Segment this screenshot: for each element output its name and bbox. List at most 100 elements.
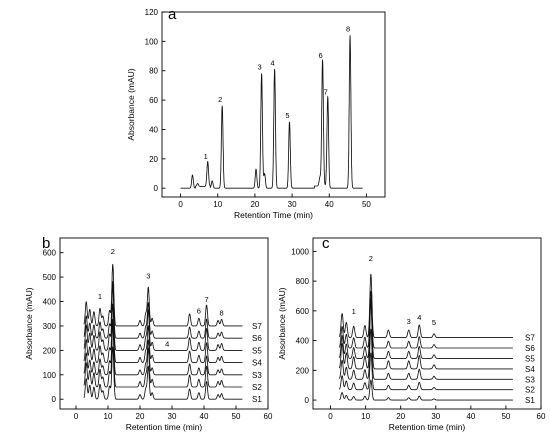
trace-S6 <box>338 290 514 349</box>
y-tick-label: 0 <box>52 395 57 404</box>
peak-label-4: 4 <box>271 58 275 67</box>
y-tick-label: 400 <box>296 337 310 346</box>
y-tick-label: 300 <box>43 322 57 331</box>
panel-b-traces: S1 S2 S3 S4 S5 S6 S7 <box>83 263 262 404</box>
x-tick-label: 20 <box>396 412 405 421</box>
x-tick-label: 20 <box>250 200 259 209</box>
y-tick-label: 500 <box>43 273 57 282</box>
x-tick-label: 50 <box>501 412 510 421</box>
panel-c-plot-frame <box>312 237 542 410</box>
x-tick-label: 40 <box>200 412 209 421</box>
chromatogram-trace <box>180 35 364 189</box>
peak-label-6: 6 <box>197 307 201 316</box>
trace-S2 <box>338 352 514 391</box>
peak-label-2: 2 <box>218 95 222 104</box>
series-label-S7: S7 <box>252 322 262 331</box>
x-tick-label: 0 <box>328 412 333 421</box>
x-tick-label: 20 <box>136 412 145 421</box>
panel-a-traces <box>180 35 364 189</box>
trace-S6 <box>83 281 243 339</box>
trace-S4 <box>338 301 514 370</box>
trace-S7 <box>83 263 243 327</box>
y-tick-label: 400 <box>43 298 57 307</box>
series-label-S5: S5 <box>252 346 262 355</box>
y-tick-label: 100 <box>43 371 57 380</box>
y-tick-label: 60 <box>149 96 158 105</box>
trace-S3 <box>338 328 514 380</box>
series-label-S7: S7 <box>525 334 535 343</box>
x-tick-label: 50 <box>362 200 371 209</box>
series-label-S6: S6 <box>525 344 535 353</box>
series-label-S4: S4 <box>252 359 262 368</box>
x-tick-label: 50 <box>232 412 241 421</box>
peak-label-5: 5 <box>432 318 436 327</box>
y-tick-label: 40 <box>149 125 158 134</box>
peak-label-2: 2 <box>111 247 115 256</box>
peak-label-1: 1 <box>352 307 356 316</box>
x-axis-label: Retention time (min) <box>389 422 466 432</box>
peak-label-3: 3 <box>146 271 150 280</box>
panel-a-peak-labels: 1 2 3 4 5 6 7 8 <box>204 24 351 161</box>
panel-b-plot-frame <box>59 237 269 410</box>
y-tick-label: 80 <box>149 67 158 76</box>
y-tick-label: 120 <box>145 8 159 17</box>
series-label-S6: S6 <box>252 334 262 343</box>
y-tick-label: 100 <box>145 37 159 46</box>
series-label-S1: S1 <box>252 395 262 404</box>
series-label-S3: S3 <box>525 375 535 384</box>
peak-label-2: 2 <box>369 254 373 263</box>
series-label-S4: S4 <box>525 365 535 374</box>
panel-c-peak-labels: 1 2 3 4 5 <box>352 254 436 327</box>
y-axis-label: Absorbance (mAU) <box>126 68 136 140</box>
x-axis-label: Retention Time (min) <box>234 210 313 220</box>
panel-a: a 0 10 20 30 40 50 0 20 40 60 80 100 120 Retention Ti… <box>126 6 386 220</box>
trace-S5 <box>338 297 514 359</box>
peak-label-3: 3 <box>407 317 411 326</box>
x-tick-label: 10 <box>213 200 222 209</box>
x-tick-label: 40 <box>325 200 334 209</box>
panel-b-axes: 0 10 20 30 40 50 600100200300400500600Retentio… <box>24 237 273 432</box>
peak-label-8: 8 <box>220 309 224 318</box>
peak-label-5: 5 <box>285 111 289 120</box>
trace-S1 <box>339 379 514 401</box>
x-tick-label: 30 <box>168 412 177 421</box>
panel-b: b 0 10 20 30 40 50 600100200300400500600Retent… <box>24 235 273 432</box>
panel-a-plot-frame <box>161 11 386 198</box>
peak-label-1: 1 <box>98 292 102 301</box>
peak-label-8: 8 <box>346 24 350 33</box>
peak-label-6: 6 <box>318 51 322 60</box>
peak-label-1: 1 <box>204 152 208 161</box>
panel-a-letter: a <box>168 6 177 23</box>
series-label-S5: S5 <box>525 354 535 363</box>
x-tick-label: 30 <box>288 200 297 209</box>
x-tick-label: 0 <box>74 412 79 421</box>
y-tick-label: 20 <box>149 155 158 164</box>
y-tick-label: 200 <box>296 366 310 375</box>
panel-c-axes: 0 10 20 30 40 50 6002004006008001000Retention … <box>277 237 546 432</box>
peak-label-7: 7 <box>324 88 328 97</box>
trace-S1 <box>83 346 243 400</box>
series-label-S2: S2 <box>252 383 262 392</box>
y-tick-label: 0 <box>154 184 159 193</box>
y-tick-label: 600 <box>43 249 57 258</box>
x-tick-label: 10 <box>361 412 370 421</box>
x-tick-label: 30 <box>431 412 440 421</box>
x-tick-label: 40 <box>466 412 475 421</box>
series-label-S1: S1 <box>525 396 535 405</box>
series-label-S2: S2 <box>525 386 535 395</box>
panel-b-letter: b <box>42 235 50 252</box>
series-label-S3: S3 <box>252 371 262 380</box>
trace-S3 <box>83 318 243 376</box>
x-axis-label: Retention time (min) <box>126 422 203 432</box>
x-tick-label: 60 <box>537 412 546 421</box>
panel-b-peak-labels: 1 2 3 4 67 8 <box>98 247 224 349</box>
y-tick-label: 200 <box>43 346 57 355</box>
panel-c: c 0 10 20 30 40 50 6002004006008001000Retentio… <box>277 235 546 432</box>
peak-label-4: 4 <box>417 313 421 322</box>
y-tick-label: 600 <box>296 307 310 316</box>
x-tick-label: 60 <box>264 412 273 421</box>
peak-label-4: 4 <box>165 340 169 349</box>
trace-S5 <box>83 285 243 351</box>
